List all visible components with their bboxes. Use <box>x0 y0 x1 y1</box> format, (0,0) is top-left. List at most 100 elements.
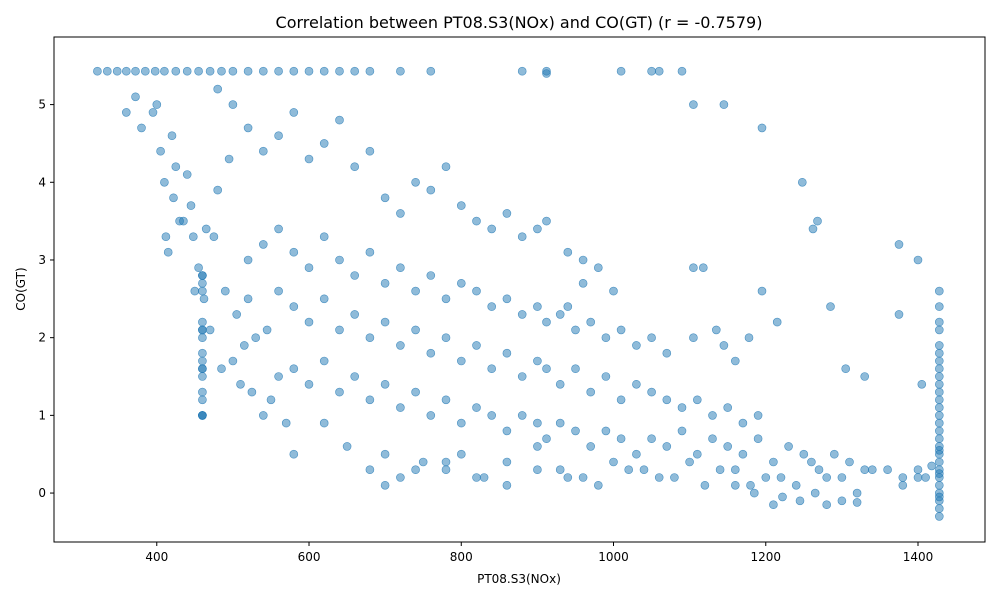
data-point <box>199 294 209 304</box>
data-point <box>148 108 158 117</box>
points-layer <box>93 66 944 521</box>
data-point <box>601 333 611 343</box>
data-point <box>456 278 466 288</box>
data-point <box>852 498 862 507</box>
data-point <box>232 310 241 319</box>
data-point <box>578 473 588 482</box>
data-point <box>578 278 588 288</box>
data-point <box>593 263 603 273</box>
x-tick-label: 800 <box>450 550 473 564</box>
data-point <box>533 442 542 451</box>
data-point <box>350 310 360 319</box>
data-point <box>700 480 710 490</box>
data-point <box>380 449 390 459</box>
data-point <box>171 162 181 171</box>
data-point <box>281 418 291 428</box>
data-point <box>396 263 405 273</box>
data-point <box>171 66 181 76</box>
data-point <box>639 465 649 475</box>
y-tick-label: 5 <box>38 98 46 112</box>
data-point <box>456 418 466 428</box>
data-point <box>150 66 160 76</box>
data-point <box>502 457 512 467</box>
data-point <box>426 66 436 76</box>
data-point <box>487 411 497 420</box>
data-point <box>365 66 375 76</box>
data-point <box>677 426 687 436</box>
data-point <box>784 442 793 451</box>
data-point <box>757 123 767 133</box>
data-point <box>289 364 299 374</box>
data-point <box>198 325 207 335</box>
data-point <box>198 271 207 280</box>
data-point <box>396 341 405 350</box>
data-point <box>934 325 944 335</box>
data-point <box>662 348 672 358</box>
data-point <box>738 449 748 459</box>
data-point <box>240 341 249 350</box>
data-point <box>304 66 314 76</box>
data-point <box>593 480 603 490</box>
data-point <box>251 333 260 343</box>
data-point <box>156 146 165 156</box>
data-point <box>829 449 839 459</box>
data-point <box>632 379 641 389</box>
data-point <box>616 434 626 444</box>
data-point <box>934 512 944 521</box>
data-point <box>228 100 238 109</box>
data-point <box>441 294 451 304</box>
data-point <box>93 66 102 76</box>
data-point <box>730 480 740 490</box>
data-point <box>837 473 847 482</box>
data-point <box>289 449 299 459</box>
data-point <box>319 139 329 148</box>
data-point <box>319 418 329 428</box>
y-tick-label: 4 <box>38 175 46 189</box>
data-point <box>243 294 253 304</box>
data-point <box>867 465 877 475</box>
data-point <box>190 286 200 296</box>
x-tick-label: 1400 <box>903 550 934 564</box>
data-point <box>122 66 131 76</box>
data-point <box>441 162 451 171</box>
data-point <box>198 317 207 327</box>
data-point <box>813 216 822 226</box>
data-point <box>198 411 207 420</box>
data-point <box>365 395 375 405</box>
data-point <box>179 216 188 226</box>
data-point <box>677 66 687 76</box>
data-point <box>894 310 904 319</box>
data-point <box>472 403 481 412</box>
data-point <box>555 310 565 319</box>
data-point <box>502 480 512 490</box>
data-point <box>487 364 497 374</box>
data-point <box>396 209 405 218</box>
data-point <box>934 492 944 502</box>
data-point <box>898 480 908 490</box>
data-point <box>411 178 420 187</box>
data-point <box>304 317 314 327</box>
data-point <box>571 426 580 436</box>
data-point <box>791 480 801 490</box>
data-point <box>542 216 551 226</box>
data-point <box>472 341 481 350</box>
data-point <box>411 286 420 296</box>
data-point <box>586 442 596 451</box>
data-point <box>441 465 451 475</box>
data-point <box>563 247 573 257</box>
data-point <box>335 387 344 397</box>
data-point <box>563 473 573 482</box>
data-point <box>258 66 268 76</box>
data-point <box>769 457 778 467</box>
data-point <box>654 473 664 482</box>
data-point <box>137 123 146 133</box>
data-point <box>201 224 211 234</box>
data-point <box>289 108 299 117</box>
data-point <box>487 224 497 234</box>
data-point <box>502 348 512 358</box>
data-point <box>677 403 687 412</box>
data-point <box>845 457 854 467</box>
data-point <box>426 185 436 195</box>
data-point <box>213 84 222 94</box>
data-point <box>289 66 299 76</box>
